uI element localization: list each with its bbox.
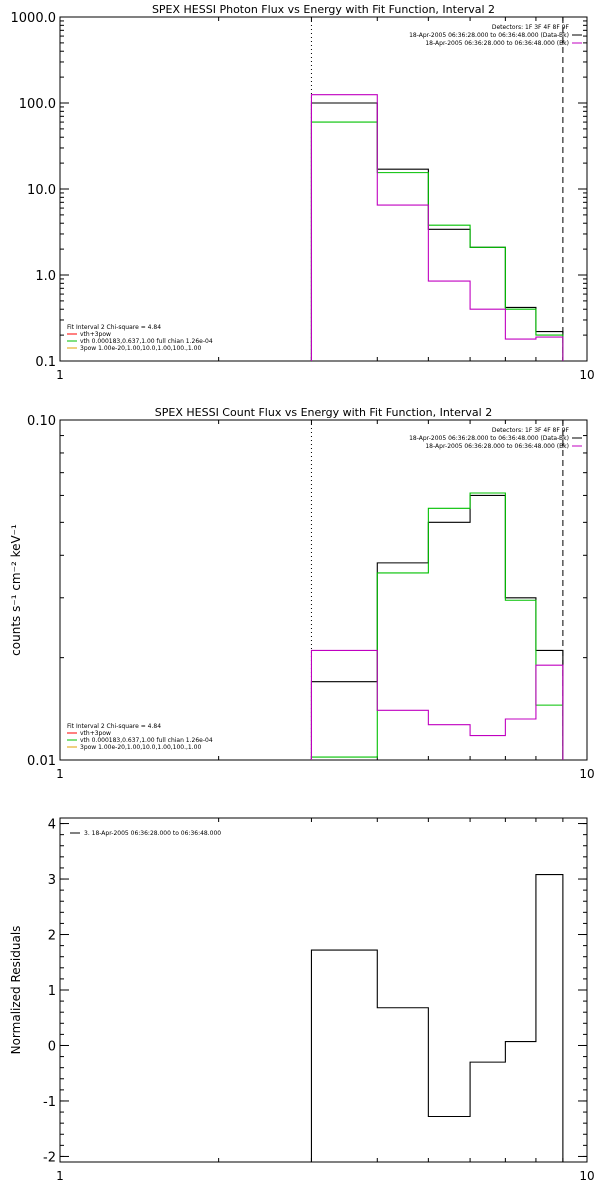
y-tick-label: -1 [43,1095,56,1110]
legend-entry: vth+3pow [80,331,111,338]
y-tick-label: 4 [48,818,56,833]
y-tick-label: 0.10 [27,414,56,429]
y-tick-label: 1 [48,984,56,999]
x-tick-label: 1 [56,368,64,382]
chart-title: SPEX HESSI Photon Flux vs Energy with Fi… [152,3,495,16]
legend-entry: vth+3pow [80,730,111,737]
series-2-histogram [310,121,564,361]
plot-frame [59,419,588,761]
y-tick-label: 0.1 [35,355,56,370]
series-3-histogram [310,94,564,361]
y-axis-label: Normalized Residuals [9,926,23,1055]
legend-entry: 3pow 1.00e-20,1.00,10.0,1.00,100.,1.00 [80,345,201,352]
legend-entry: Detectors: 1F 3F 4F 8F 9F [492,24,570,31]
legend-entry: 3. 18-Apr-2005 06:36:28.000 to 06:36:48.… [84,830,221,837]
legend-entry: vth 0.000183,0.637,1.00 full chian 1.26e… [80,338,213,345]
y-tick-label: 1.0 [35,269,56,284]
y-tick-label: 10.0 [27,183,56,198]
series-3-histogram [310,649,564,760]
legend-entry: 18-Apr-2005 06:36:28.000 to 06:36:48.000… [425,40,569,47]
x-tick-label: 1 [56,1169,64,1183]
series-2-histogram [310,492,564,760]
legend-entry: 18-Apr-2005 06:36:28.000 to 06:36:48.000… [409,32,569,39]
legend-entry: Detectors: 1F 3F 4F 8F 9F [492,427,570,434]
y-tick-label: 0 [48,1039,56,1054]
y-tick-label: -2 [43,1150,56,1165]
chart-title: SPEX HESSI Count Flux vs Energy with Fit… [155,406,492,419]
legend-entry: vth 0.000183,0.637,1.00 full chian 1.26e… [80,737,213,744]
y-tick-label: 0.01 [27,754,56,769]
legend-entry: 18-Apr-2005 06:36:28.000 to 06:36:48.000… [409,435,569,442]
panel-2: SPEX HESSI Count Flux vs Energy with Fit… [9,406,595,781]
legend-entry: 3pow 1.00e-20,1.00,10.0,1.00,100.,1.00 [80,744,201,751]
legend-entry: Fit Interval 2 Chi-square = 4.84 [67,723,161,730]
y-tick-label: 100.0 [19,97,56,112]
legend-entry: Fit Interval 2 Chi-square = 4.84 [67,324,161,331]
y-tick-label: 1000.0 [11,11,57,26]
series-1-histogram [310,874,564,1162]
plot-frame [59,817,588,1163]
x-tick-label: 10 [579,1169,594,1183]
series-1-histogram [310,494,564,760]
x-tick-label: 10 [579,767,594,781]
y-axis-label: counts s⁻¹ cm⁻² keV⁻¹ [9,524,23,656]
panel-3: Normalized Residuals 1 10 -2 -1 0 1 2 3 4 3. 18-Ap… [9,817,595,1183]
x-tick-label: 10 [579,368,594,382]
x-tick-label: 1 [56,767,64,781]
panel-1: SPEX HESSI Photon Flux vs Energy with Fi… [11,3,595,382]
y-tick-label: 2 [48,929,56,944]
series-1-histogram [310,102,564,361]
legend-entry: 18-Apr-2005 06:36:28.000 to 06:36:48.000… [425,443,569,450]
y-tick-label: 3 [48,873,56,888]
